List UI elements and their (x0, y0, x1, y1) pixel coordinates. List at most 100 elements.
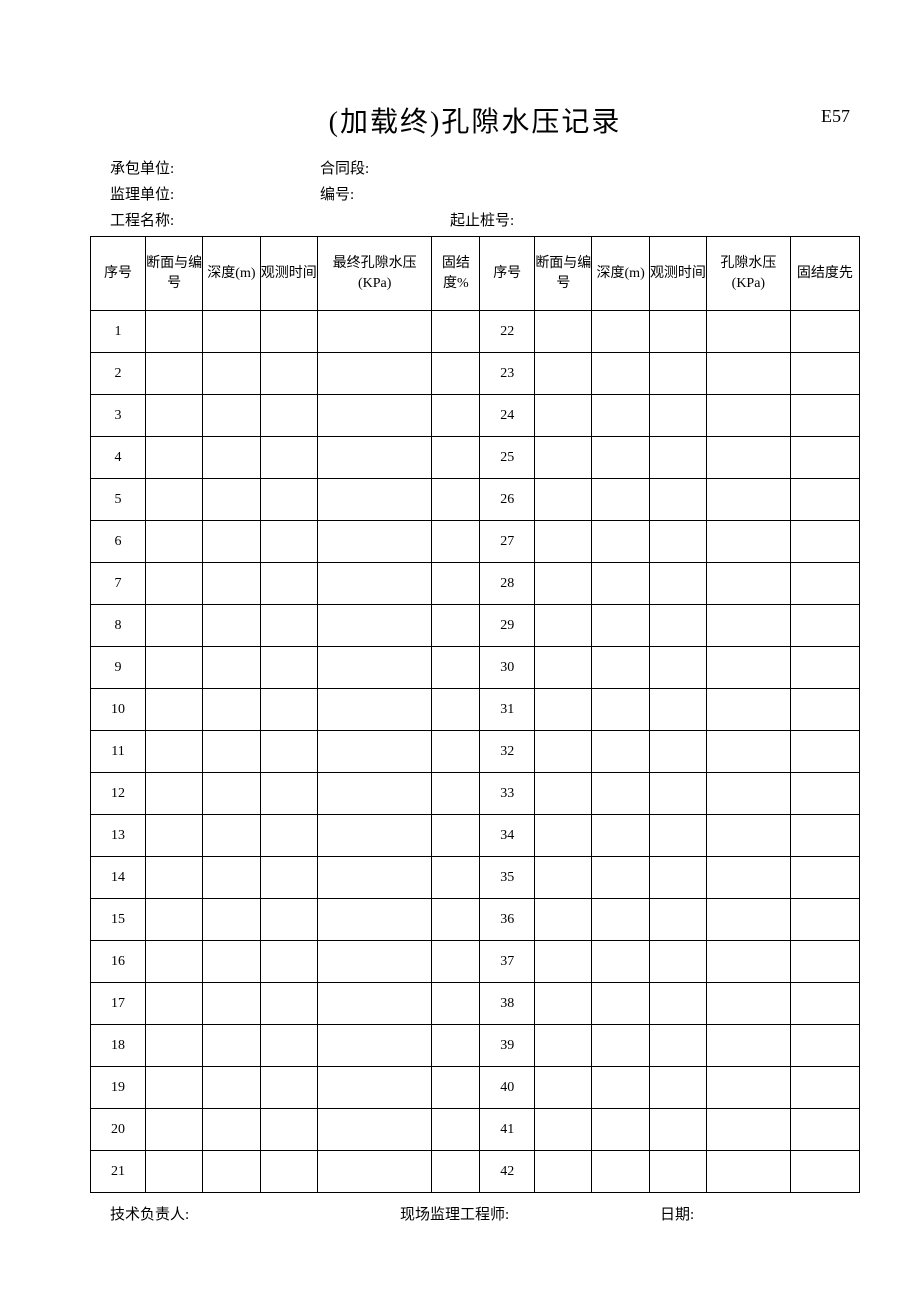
data-cell (535, 1067, 592, 1109)
data-cell (707, 689, 791, 731)
data-cell (432, 1151, 480, 1193)
data-cell (317, 563, 432, 605)
data-cell (592, 353, 649, 395)
data-cell (707, 521, 791, 563)
th-idx-right: 序号 (480, 237, 535, 311)
table-row: 324 (91, 395, 860, 437)
table-row: 1031 (91, 689, 860, 731)
data-cell (592, 1067, 649, 1109)
table-row: 627 (91, 521, 860, 563)
data-cell (145, 395, 202, 437)
data-cell (317, 647, 432, 689)
idx-cell: 39 (480, 1025, 535, 1067)
idx-cell: 38 (480, 983, 535, 1025)
data-cell (535, 941, 592, 983)
data-cell (203, 647, 260, 689)
data-cell (260, 311, 317, 353)
data-cell (432, 941, 480, 983)
idx-cell: 28 (480, 563, 535, 605)
th-depth-left: 深度(m) (203, 237, 260, 311)
data-cell (707, 815, 791, 857)
data-cell (707, 983, 791, 1025)
data-cell (535, 1109, 592, 1151)
idx-cell: 5 (91, 479, 146, 521)
data-cell (317, 983, 432, 1025)
data-cell (707, 311, 791, 353)
idx-cell: 21 (91, 1151, 146, 1193)
data-cell (535, 353, 592, 395)
data-cell (145, 773, 202, 815)
data-cell (649, 899, 706, 941)
data-cell (260, 437, 317, 479)
data-cell (707, 773, 791, 815)
data-cell (649, 773, 706, 815)
data-cell (592, 563, 649, 605)
data-cell (317, 731, 432, 773)
data-cell (790, 857, 859, 899)
data-cell (790, 1067, 859, 1109)
th-section-left: 断面与编号 (145, 237, 202, 311)
data-cell (707, 857, 791, 899)
data-cell (707, 899, 791, 941)
data-cell (432, 773, 480, 815)
data-cell (790, 563, 859, 605)
data-cell (260, 773, 317, 815)
table-row: 526 (91, 479, 860, 521)
data-cell (203, 857, 260, 899)
data-cell (145, 1067, 202, 1109)
supervisor-label: 监理单位: (110, 182, 320, 208)
data-cell (592, 815, 649, 857)
data-cell (649, 647, 706, 689)
data-cell (790, 647, 859, 689)
data-cell (535, 437, 592, 479)
data-cell (432, 521, 480, 563)
data-cell (145, 563, 202, 605)
data-cell (592, 521, 649, 563)
data-cell (432, 395, 480, 437)
idx-cell: 36 (480, 899, 535, 941)
data-cell (592, 773, 649, 815)
data-cell (145, 1151, 202, 1193)
th-depth-right: 深度(m) (592, 237, 649, 311)
data-cell (432, 815, 480, 857)
th-time-right: 观测时间 (649, 237, 706, 311)
data-cell (535, 563, 592, 605)
page-title: (加载终)孔隙水压记录 (90, 100, 860, 140)
table-row: 829 (91, 605, 860, 647)
data-cell (260, 605, 317, 647)
data-cell (649, 521, 706, 563)
data-cell (535, 479, 592, 521)
data-cell (592, 437, 649, 479)
engineer-label: 现场监理工程师: (400, 1203, 660, 1224)
date-label: 日期: (660, 1203, 694, 1224)
data-cell (432, 353, 480, 395)
station-label: 起止桩号: (450, 208, 514, 234)
form-code: E57 (821, 106, 850, 127)
data-cell (592, 395, 649, 437)
data-cell (790, 395, 859, 437)
data-cell (317, 1151, 432, 1193)
table-row: 223 (91, 353, 860, 395)
data-cell (592, 1109, 649, 1151)
data-cell (790, 1109, 859, 1151)
data-cell (790, 353, 859, 395)
data-cell (317, 311, 432, 353)
data-cell (203, 521, 260, 563)
idx-cell: 29 (480, 605, 535, 647)
table-row: 1637 (91, 941, 860, 983)
th-consol-left: 固结度% (432, 237, 480, 311)
data-cell (203, 941, 260, 983)
data-cell (145, 437, 202, 479)
data-cell (592, 1025, 649, 1067)
data-cell (649, 1109, 706, 1151)
data-cell (592, 899, 649, 941)
data-cell (707, 1151, 791, 1193)
data-cell (649, 311, 706, 353)
data-cell (203, 689, 260, 731)
idx-cell: 32 (480, 731, 535, 773)
data-cell (260, 731, 317, 773)
data-cell (260, 563, 317, 605)
data-cell (649, 857, 706, 899)
data-cell (203, 773, 260, 815)
data-cell (203, 605, 260, 647)
